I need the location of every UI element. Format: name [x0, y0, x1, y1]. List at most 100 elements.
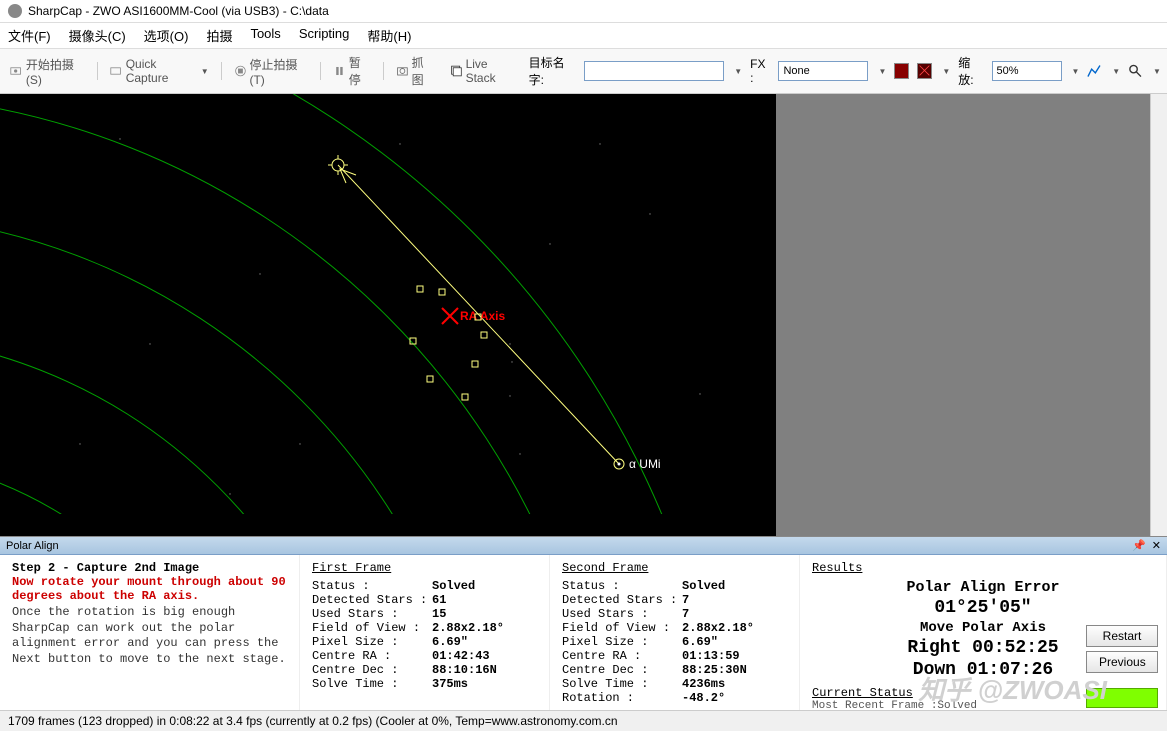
- frame-row: Field of View :2.88x2.18°: [312, 621, 537, 635]
- target-name-input[interactable]: [584, 61, 724, 81]
- frame-row: Rotation :-48.2°: [562, 691, 787, 705]
- chevron-down-icon[interactable]: ▼: [1153, 67, 1161, 76]
- frame-key: Pixel Size :: [312, 635, 432, 649]
- pause-button[interactable]: 暂停: [329, 52, 375, 90]
- pause-label: 暂停: [349, 54, 371, 88]
- sky-overlay: α UMiRA Axis: [0, 94, 776, 514]
- first-frame-column: First Frame Status :SolvedDetected Stars…: [300, 555, 550, 710]
- menu-camera[interactable]: 摄像头(C): [69, 26, 126, 45]
- chevron-down-icon[interactable]: ▼: [734, 67, 742, 76]
- chevron-down-icon[interactable]: ▼: [1072, 67, 1080, 76]
- polar-align-body: Step 2 - Capture 2nd Image Now rotate yo…: [0, 555, 1167, 710]
- error-value: 01°25′05″: [812, 598, 1154, 618]
- stack-icon: [450, 64, 463, 78]
- second-frame-column: Second Frame Status :SolvedDetected Star…: [550, 555, 800, 710]
- frame-key: Detected Stars :: [312, 593, 432, 607]
- snap-button[interactable]: 抓图: [392, 52, 438, 90]
- frame-key: Field of View :: [562, 621, 682, 635]
- start-capture-label: 开始拍摄(S): [26, 56, 85, 87]
- pause-icon: [333, 64, 346, 78]
- first-frame-title: First Frame: [312, 561, 537, 575]
- error-label: Polar Align Error: [812, 579, 1154, 596]
- frame-row: Used Stars :15: [312, 607, 537, 621]
- results-column: Results Polar Align Error 01°25′05″ Move…: [800, 555, 1167, 710]
- fx-label: FX :: [750, 57, 770, 85]
- restart-button[interactable]: Restart: [1086, 625, 1158, 647]
- frame-row: Pixel Size :6.69″: [562, 635, 787, 649]
- frame-val: 7: [682, 593, 689, 607]
- step-title: Step 2 - Capture 2nd Image: [12, 561, 287, 575]
- zoom-label: 缩放:: [958, 54, 983, 88]
- separator: [221, 62, 222, 80]
- color-swatch-1[interactable]: [894, 63, 909, 79]
- frame-val: 2.88x2.18°: [432, 621, 504, 635]
- frame-val: 01:42:43: [432, 649, 490, 663]
- step-warning: Now rotate your mount through about 90 d…: [12, 575, 287, 603]
- frame-val: 6.69″: [432, 635, 468, 649]
- frame-key: Field of View :: [312, 621, 432, 635]
- previous-button[interactable]: Previous: [1086, 651, 1158, 673]
- camera-icon: [10, 64, 23, 78]
- frame-row: Field of View :2.88x2.18°: [562, 621, 787, 635]
- frame-val: 01:13:59: [682, 649, 740, 663]
- frame-val: Solved: [432, 579, 475, 593]
- svg-text:α UMi: α UMi: [629, 457, 661, 471]
- frame-row: Solve Time :4236ms: [562, 677, 787, 691]
- step-column: Step 2 - Capture 2nd Image Now rotate yo…: [0, 555, 300, 710]
- stop-icon: [234, 64, 247, 78]
- search-icon[interactable]: [1128, 63, 1143, 79]
- statusbar: 1709 frames (123 dropped) in 0:08:22 at …: [0, 710, 1167, 731]
- vertical-scrollbar[interactable]: [1150, 94, 1167, 536]
- polar-align-titlebar: Polar Align 📌 ✕: [0, 537, 1167, 555]
- menu-scripting[interactable]: Scripting: [299, 26, 350, 45]
- separator: [97, 62, 98, 80]
- camera-icon: [110, 64, 123, 78]
- separator: [320, 62, 321, 80]
- frame-val: 88:10:16N: [432, 663, 497, 677]
- frame-row: Status :Solved: [312, 579, 537, 593]
- toolbar: 开始拍摄(S) Quick Capture ▼ 停止拍摄(T) 暂停 抓图 Li…: [0, 49, 1167, 94]
- frame-key: Status :: [562, 579, 682, 593]
- frame-key: Rotation :: [562, 691, 682, 705]
- livestack-button[interactable]: Live Stack: [446, 55, 521, 87]
- frame-key: Centre Dec :: [312, 663, 432, 677]
- menu-help[interactable]: 帮助(H): [367, 26, 411, 45]
- frame-val: 375ms: [432, 677, 468, 691]
- chevron-down-icon[interactable]: ▼: [1112, 67, 1120, 76]
- quick-capture-label: Quick Capture: [126, 57, 196, 85]
- color-swatch-2[interactable]: [917, 63, 932, 79]
- snap-label: 抓图: [412, 54, 434, 88]
- menu-capture[interactable]: 拍摄: [206, 26, 232, 45]
- titlebar: SharpCap - ZWO ASI1600MM-Cool (via USB3)…: [0, 0, 1167, 23]
- frame-row: Solve Time :375ms: [312, 677, 537, 691]
- zoom-select[interactable]: [992, 61, 1062, 81]
- frame-row: Pixel Size :6.69″: [312, 635, 537, 649]
- frame-key: Used Stars :: [312, 607, 432, 621]
- next-button[interactable]: [1086, 688, 1158, 708]
- frame-val: Solved: [682, 579, 725, 593]
- menu-options[interactable]: 选项(O): [144, 26, 189, 45]
- menu-file[interactable]: 文件(F): [8, 26, 51, 45]
- quick-capture-button[interactable]: Quick Capture ▼: [106, 55, 213, 87]
- target-label: 目标名字:: [529, 54, 577, 88]
- frame-val: 2.88x2.18°: [682, 621, 754, 635]
- pin-icon[interactable]: 📌: [1132, 539, 1146, 552]
- frame-key: Used Stars :: [562, 607, 682, 621]
- fx-select[interactable]: [778, 61, 868, 81]
- menubar: 文件(F) 摄像头(C) 选项(O) 拍摄 Tools Scripting 帮助…: [0, 23, 1167, 49]
- chevron-down-icon[interactable]: ▼: [942, 67, 950, 76]
- frame-row: Centre RA :01:42:43: [312, 649, 537, 663]
- main-area: α UMiRA Axis: [0, 94, 1167, 536]
- chevron-down-icon[interactable]: ▼: [878, 67, 886, 76]
- frame-row: Centre Dec :88:25:30N: [562, 663, 787, 677]
- menu-tools[interactable]: Tools: [250, 26, 280, 45]
- sky-view[interactable]: α UMiRA Axis: [0, 94, 776, 536]
- results-title: Results: [812, 561, 1154, 575]
- close-icon[interactable]: ✕: [1152, 539, 1161, 552]
- start-capture-button[interactable]: 开始拍摄(S): [6, 54, 89, 89]
- frame-val: 88:25:30N: [682, 663, 747, 677]
- stop-capture-button[interactable]: 停止拍摄(T): [230, 54, 312, 89]
- frame-key: Solve Time :: [562, 677, 682, 691]
- histogram-icon[interactable]: [1087, 63, 1102, 79]
- frame-row: Detected Stars :7: [562, 593, 787, 607]
